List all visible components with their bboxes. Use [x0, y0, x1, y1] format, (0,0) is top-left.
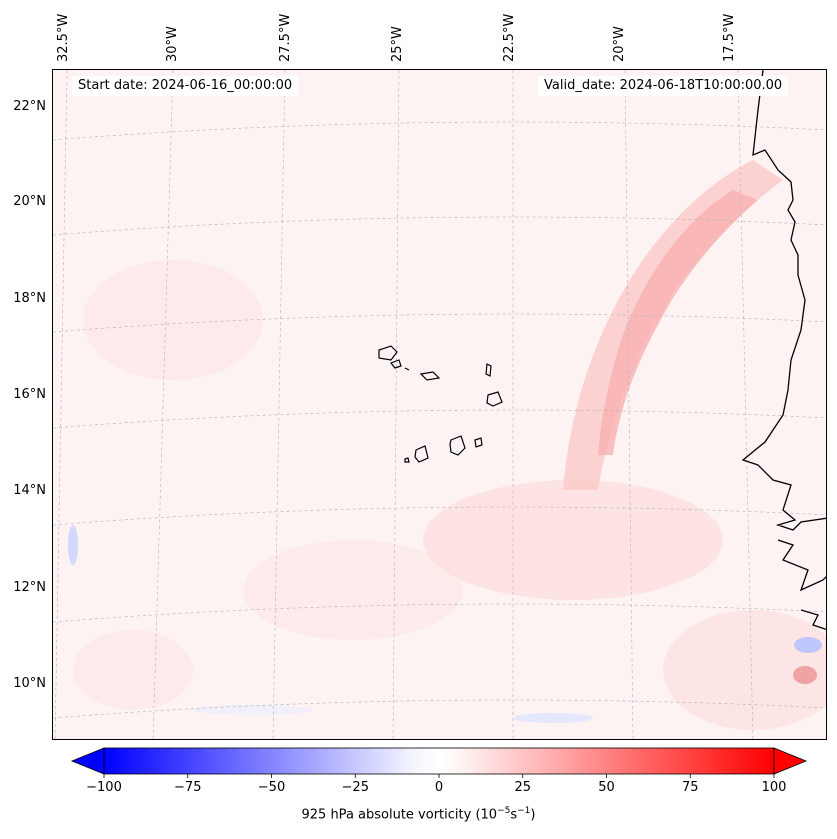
vorticity-field — [53, 70, 826, 739]
colorbar-tick-label: 0 — [434, 780, 444, 795]
longitude-label: 30°W — [165, 26, 180, 62]
colorbar-gradient — [103, 747, 775, 775]
longitude-label: 17.5°W — [722, 13, 737, 62]
valid-date-label: Valid_date: 2024-06-18T10:00:00.00 — [538, 76, 789, 96]
colorbar-tick-label: 100 — [761, 780, 787, 795]
colorbar-tick-label: −100 — [86, 780, 122, 795]
colorbar-title: 925 hPa absolute vorticity (10−5s−1) — [301, 806, 536, 823]
colorbar-tick-label: 25 — [514, 780, 532, 795]
longitude-label: 25°W — [390, 26, 405, 62]
longitude-label: 20°W — [612, 26, 627, 62]
gridlines — [53, 70, 826, 739]
colorbar-tick-label: 75 — [681, 780, 699, 795]
colorbar-extend-max — [773, 747, 808, 775]
latitude-label: 14°N — [13, 483, 46, 498]
map-panel — [52, 69, 827, 740]
colorbar-extend-min — [70, 747, 105, 775]
latitude-label: 20°N — [13, 194, 46, 209]
longitude-label: 22.5°W — [502, 13, 517, 62]
colorbar-tick-label: 50 — [598, 780, 615, 795]
latitude-label: 22°N — [13, 99, 46, 114]
latitude-label: 18°N — [13, 291, 46, 306]
colorbar-tick-label: −25 — [341, 780, 369, 795]
latitude-label: 16°N — [13, 387, 46, 402]
longitude-label: 32.5°W — [56, 13, 71, 62]
latitude-label: 10°N — [13, 676, 46, 691]
colorbar-tick-label: −50 — [257, 780, 286, 795]
map-plot — [53, 70, 826, 739]
start-date-label: Start date: 2024-06-16_00:00:00 — [72, 76, 299, 96]
coastline — [741, 70, 826, 631]
colorbar-tick-label: −75 — [174, 780, 202, 795]
latitude-label: 12°N — [13, 580, 46, 595]
cape-verde-islands — [378, 345, 503, 463]
longitude-label: 27.5°W — [278, 13, 293, 62]
